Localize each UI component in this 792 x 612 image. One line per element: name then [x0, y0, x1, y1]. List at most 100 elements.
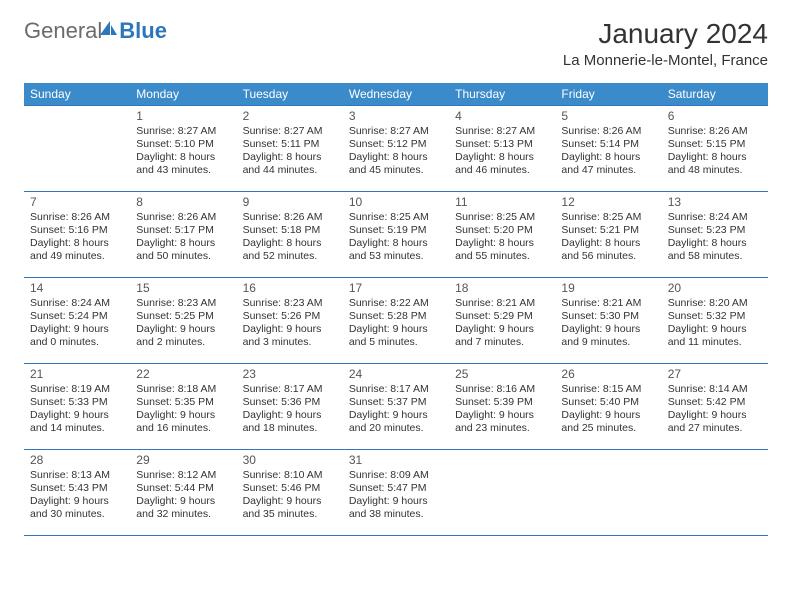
- title-block: January 2024 La Monnerie-le-Montel, Fran…: [563, 18, 768, 69]
- sunrise-line: Sunrise: 8:24 AM: [668, 211, 762, 224]
- location-label: La Monnerie-le-Montel, France: [563, 52, 768, 69]
- sunrise-line: Sunrise: 8:12 AM: [136, 469, 230, 482]
- daylight-line: Daylight: 9 hours and 9 minutes.: [561, 323, 655, 349]
- day-number: 22: [136, 367, 230, 382]
- sunset-line: Sunset: 5:26 PM: [243, 310, 337, 323]
- daylight-line: Daylight: 9 hours and 32 minutes.: [136, 495, 230, 521]
- daylight-line: Daylight: 9 hours and 25 minutes.: [561, 409, 655, 435]
- sunrise-line: Sunrise: 8:09 AM: [349, 469, 443, 482]
- sunrise-line: Sunrise: 8:26 AM: [561, 125, 655, 138]
- weekday-header: Wednesday: [343, 83, 449, 106]
- daylight-line: Daylight: 9 hours and 38 minutes.: [349, 495, 443, 521]
- daylight-line: Daylight: 9 hours and 35 minutes.: [243, 495, 337, 521]
- day-number: 20: [668, 281, 762, 296]
- calendar-cell: 28Sunrise: 8:13 AMSunset: 5:43 PMDayligh…: [24, 450, 130, 536]
- calendar-row: 21Sunrise: 8:19 AMSunset: 5:33 PMDayligh…: [24, 364, 768, 450]
- weekday-header: Friday: [555, 83, 661, 106]
- day-number: 5: [561, 109, 655, 124]
- sunrise-line: Sunrise: 8:27 AM: [136, 125, 230, 138]
- calendar-cell: 17Sunrise: 8:22 AMSunset: 5:28 PMDayligh…: [343, 278, 449, 364]
- sunrise-line: Sunrise: 8:19 AM: [30, 383, 124, 396]
- day-number: 17: [349, 281, 443, 296]
- sunset-line: Sunset: 5:14 PM: [561, 138, 655, 151]
- month-title: January 2024: [563, 18, 768, 50]
- daylight-line: Daylight: 8 hours and 58 minutes.: [668, 237, 762, 263]
- calendar-cell: 31Sunrise: 8:09 AMSunset: 5:47 PMDayligh…: [343, 450, 449, 536]
- calendar-cell: 2Sunrise: 8:27 AMSunset: 5:11 PMDaylight…: [237, 106, 343, 192]
- day-number: 4: [455, 109, 549, 124]
- weekday-header: Sunday: [24, 83, 130, 106]
- sunrise-line: Sunrise: 8:27 AM: [455, 125, 549, 138]
- calendar-cell: 14Sunrise: 8:24 AMSunset: 5:24 PMDayligh…: [24, 278, 130, 364]
- sunset-line: Sunset: 5:21 PM: [561, 224, 655, 237]
- sunrise-line: Sunrise: 8:27 AM: [243, 125, 337, 138]
- sunset-line: Sunset: 5:37 PM: [349, 396, 443, 409]
- sunset-line: Sunset: 5:24 PM: [30, 310, 124, 323]
- day-number: 18: [455, 281, 549, 296]
- sunset-line: Sunset: 5:19 PM: [349, 224, 443, 237]
- sunrise-line: Sunrise: 8:15 AM: [561, 383, 655, 396]
- sunrise-line: Sunrise: 8:23 AM: [136, 297, 230, 310]
- sunset-line: Sunset: 5:13 PM: [455, 138, 549, 151]
- sunset-line: Sunset: 5:25 PM: [136, 310, 230, 323]
- daylight-line: Daylight: 9 hours and 30 minutes.: [30, 495, 124, 521]
- sunrise-line: Sunrise: 8:25 AM: [561, 211, 655, 224]
- day-number: 2: [243, 109, 337, 124]
- sunrise-line: Sunrise: 8:21 AM: [561, 297, 655, 310]
- daylight-line: Daylight: 9 hours and 16 minutes.: [136, 409, 230, 435]
- sunset-line: Sunset: 5:39 PM: [455, 396, 549, 409]
- daylight-line: Daylight: 9 hours and 7 minutes.: [455, 323, 549, 349]
- sunrise-line: Sunrise: 8:26 AM: [243, 211, 337, 224]
- calendar-cell: [24, 106, 130, 192]
- calendar-cell: 7Sunrise: 8:26 AMSunset: 5:16 PMDaylight…: [24, 192, 130, 278]
- calendar-cell: 5Sunrise: 8:26 AMSunset: 5:14 PMDaylight…: [555, 106, 661, 192]
- calendar-cell: 27Sunrise: 8:14 AMSunset: 5:42 PMDayligh…: [662, 364, 768, 450]
- day-number: 8: [136, 195, 230, 210]
- day-number: 31: [349, 453, 443, 468]
- daylight-line: Daylight: 9 hours and 2 minutes.: [136, 323, 230, 349]
- daylight-line: Daylight: 8 hours and 55 minutes.: [455, 237, 549, 263]
- daylight-line: Daylight: 9 hours and 18 minutes.: [243, 409, 337, 435]
- brand-part2: Blue: [119, 18, 167, 44]
- calendar-cell: [449, 450, 555, 536]
- sunrise-line: Sunrise: 8:18 AM: [136, 383, 230, 396]
- daylight-line: Daylight: 8 hours and 52 minutes.: [243, 237, 337, 263]
- sunset-line: Sunset: 5:28 PM: [349, 310, 443, 323]
- sunset-line: Sunset: 5:18 PM: [243, 224, 337, 237]
- calendar-cell: 6Sunrise: 8:26 AMSunset: 5:15 PMDaylight…: [662, 106, 768, 192]
- sunrise-line: Sunrise: 8:17 AM: [349, 383, 443, 396]
- sunrise-line: Sunrise: 8:26 AM: [668, 125, 762, 138]
- daylight-line: Daylight: 9 hours and 3 minutes.: [243, 323, 337, 349]
- day-number: 24: [349, 367, 443, 382]
- sunrise-line: Sunrise: 8:23 AM: [243, 297, 337, 310]
- calendar-cell: 13Sunrise: 8:24 AMSunset: 5:23 PMDayligh…: [662, 192, 768, 278]
- day-number: 15: [136, 281, 230, 296]
- daylight-line: Daylight: 9 hours and 23 minutes.: [455, 409, 549, 435]
- sunrise-line: Sunrise: 8:26 AM: [30, 211, 124, 224]
- day-number: 26: [561, 367, 655, 382]
- sunrise-line: Sunrise: 8:17 AM: [243, 383, 337, 396]
- day-number: 16: [243, 281, 337, 296]
- daylight-line: Daylight: 9 hours and 5 minutes.: [349, 323, 443, 349]
- weekday-header: Monday: [130, 83, 236, 106]
- calendar-cell: 8Sunrise: 8:26 AMSunset: 5:17 PMDaylight…: [130, 192, 236, 278]
- daylight-line: Daylight: 9 hours and 27 minutes.: [668, 409, 762, 435]
- sunset-line: Sunset: 5:17 PM: [136, 224, 230, 237]
- sunset-line: Sunset: 5:36 PM: [243, 396, 337, 409]
- calendar-cell: 24Sunrise: 8:17 AMSunset: 5:37 PMDayligh…: [343, 364, 449, 450]
- calendar-cell: 25Sunrise: 8:16 AMSunset: 5:39 PMDayligh…: [449, 364, 555, 450]
- sunset-line: Sunset: 5:20 PM: [455, 224, 549, 237]
- daylight-line: Daylight: 8 hours and 50 minutes.: [136, 237, 230, 263]
- sunset-line: Sunset: 5:16 PM: [30, 224, 124, 237]
- sunset-line: Sunset: 5:30 PM: [561, 310, 655, 323]
- sunset-line: Sunset: 5:29 PM: [455, 310, 549, 323]
- sunset-line: Sunset: 5:10 PM: [136, 138, 230, 151]
- daylight-line: Daylight: 8 hours and 56 minutes.: [561, 237, 655, 263]
- calendar-cell: [555, 450, 661, 536]
- calendar-cell: 15Sunrise: 8:23 AMSunset: 5:25 PMDayligh…: [130, 278, 236, 364]
- sunset-line: Sunset: 5:43 PM: [30, 482, 124, 495]
- daylight-line: Daylight: 8 hours and 46 minutes.: [455, 151, 549, 177]
- brand-part1: General: [24, 18, 102, 44]
- weekday-header: Thursday: [449, 83, 555, 106]
- calendar-cell: 11Sunrise: 8:25 AMSunset: 5:20 PMDayligh…: [449, 192, 555, 278]
